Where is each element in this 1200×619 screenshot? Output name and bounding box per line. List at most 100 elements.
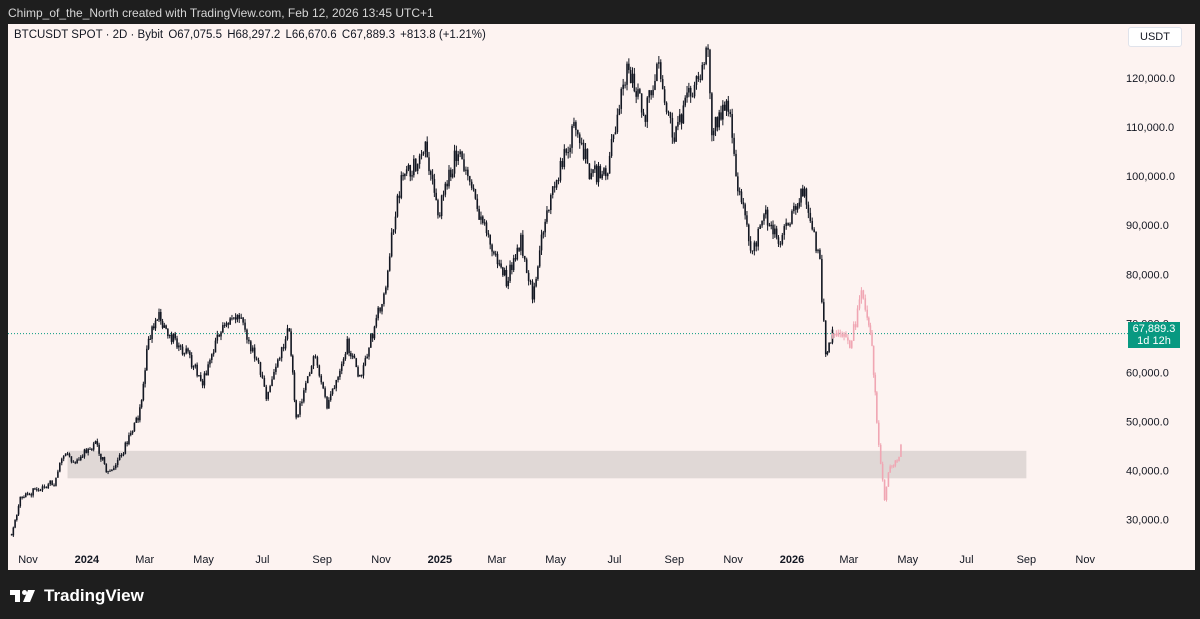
- price-candle: [777, 235, 780, 248]
- price-candle: [428, 151, 430, 176]
- price-candle: [624, 81, 626, 89]
- price-candle: [211, 353, 213, 364]
- projection-candle: [885, 486, 888, 502]
- price-candle: [250, 340, 252, 354]
- price-candle: [595, 164, 598, 185]
- change-value: +813.8 (+1.21%): [400, 29, 486, 41]
- price-candle: [474, 188, 477, 200]
- price-candle: [509, 260, 511, 283]
- price-candle: [470, 179, 473, 191]
- price-candle: [116, 457, 119, 468]
- price-candle: [540, 229, 543, 255]
- price-candle: [299, 401, 301, 418]
- price-candle: [101, 456, 104, 461]
- price-candle: [297, 414, 299, 418]
- price-candle: [795, 203, 797, 215]
- symbol-label[interactable]: BTCUSDT SPOT · 2D · Bybit: [14, 29, 164, 41]
- projection-candle: [845, 331, 847, 338]
- price-candle: [335, 379, 338, 392]
- price-candle: [174, 331, 176, 341]
- projection-candle: [876, 391, 878, 424]
- price-candle: [62, 455, 65, 462]
- price-candle: [396, 193, 399, 218]
- y-axis-tick-label: 100,000.0: [1126, 171, 1175, 183]
- price-candle: [105, 463, 108, 473]
- price-candle: [74, 461, 77, 465]
- price-candle: [379, 307, 381, 314]
- price-candle: [161, 318, 164, 330]
- price-candle: [705, 46, 707, 66]
- price-candle: [555, 179, 558, 190]
- price-candle: [362, 362, 365, 379]
- price-candle: [455, 145, 458, 167]
- price-candle: [553, 181, 556, 193]
- price-candle: [725, 99, 728, 117]
- projection-candle: [891, 465, 893, 469]
- price-candle: [181, 344, 184, 356]
- price-candle: [608, 151, 611, 174]
- price-candle: [523, 255, 526, 262]
- price-candle: [707, 44, 709, 57]
- price-candle: [813, 227, 815, 233]
- price-candle: [453, 144, 456, 178]
- x-axis-tick-label: Sep: [312, 554, 332, 566]
- price-candle: [12, 526, 15, 537]
- price-candle: [147, 336, 150, 351]
- price-candle: [308, 371, 311, 377]
- y-axis-tick-label: 60,000.0: [1126, 367, 1169, 379]
- price-candle: [280, 346, 283, 362]
- price-candle: [646, 96, 649, 128]
- projection-candle: [868, 316, 870, 328]
- price-candle: [16, 514, 18, 522]
- projection-candle: [900, 443, 902, 457]
- price-candle: [618, 104, 621, 116]
- price-candle: [248, 336, 250, 345]
- price-candle: [824, 320, 827, 357]
- price-candle: [240, 313, 242, 319]
- price-candle: [482, 215, 484, 225]
- price-candle: [402, 172, 404, 181]
- price-candle: [265, 384, 268, 402]
- price-candle: [774, 224, 776, 238]
- price-candle: [437, 198, 439, 219]
- price-candle: [368, 347, 370, 360]
- price-candle: [548, 209, 550, 213]
- price-candle: [253, 344, 256, 362]
- price-candle: [340, 361, 343, 375]
- y-axis-tick-label: 30,000.0: [1126, 515, 1169, 527]
- price-candle: [414, 158, 417, 173]
- high-value: H68,297.2: [227, 29, 281, 41]
- price-candle: [601, 170, 603, 180]
- currency-button[interactable]: USDT: [1128, 27, 1182, 47]
- price-candle: [500, 259, 502, 269]
- price-candle: [640, 93, 643, 118]
- price-candle: [783, 224, 786, 240]
- price-candle: [386, 269, 389, 291]
- price-candle: [422, 151, 425, 156]
- x-axis-tick-label: Nov: [371, 554, 391, 566]
- price-candle: [633, 67, 636, 93]
- price-candle: [133, 422, 136, 432]
- price-candle: [682, 100, 685, 124]
- price-candle: [357, 365, 359, 378]
- price-chart[interactable]: 30,000.040,000.050,000.060,000.070,000.0…: [8, 24, 1195, 570]
- price-candle: [740, 188, 743, 205]
- price-candle: [232, 317, 235, 320]
- price-candle: [220, 330, 222, 341]
- price-candle: [19, 496, 22, 508]
- x-axis-tick-label: Jul: [607, 554, 621, 566]
- price-candle: [383, 292, 385, 307]
- price-candle: [451, 169, 454, 179]
- price-candle: [271, 376, 273, 387]
- price-candle: [66, 451, 69, 456]
- price-candle: [49, 480, 51, 486]
- price-candle: [291, 354, 294, 375]
- price-candle: [718, 109, 720, 131]
- chart-area[interactable]: 30,000.040,000.050,000.060,000.070,000.0…: [8, 24, 1195, 570]
- tradingview-logo[interactable]: TradingView: [10, 586, 144, 606]
- y-axis-tick-label: 110,000.0: [1126, 122, 1174, 134]
- price-candle: [137, 415, 139, 423]
- price-candle: [201, 378, 204, 389]
- price-candle: [222, 322, 224, 334]
- price-candle: [742, 197, 745, 209]
